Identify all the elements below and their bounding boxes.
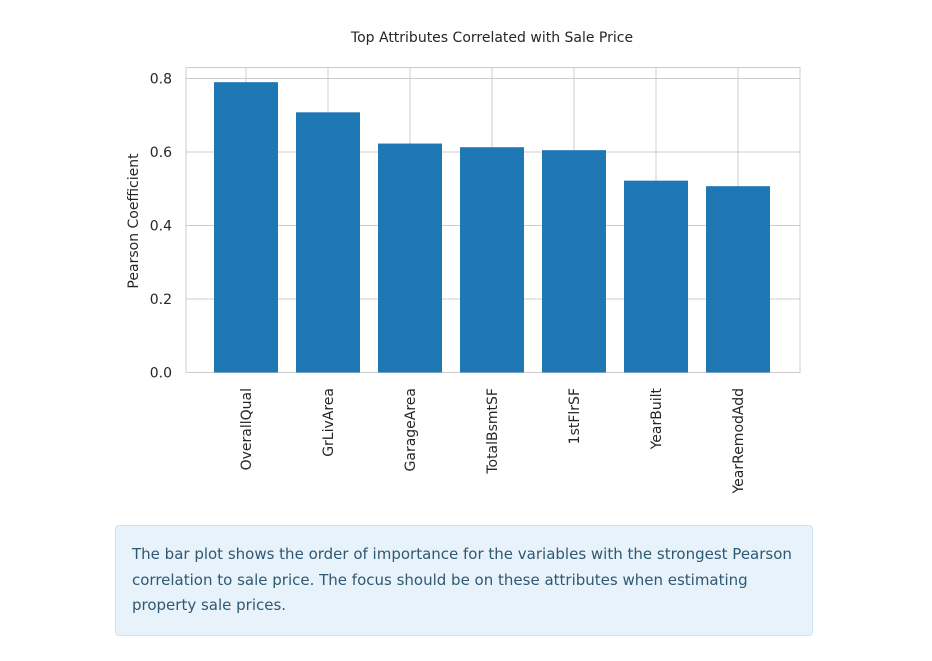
chart-title: Top Attributes Correlated with Sale Pric… [350,30,633,46]
y-tick-label: 0.0 [150,366,172,382]
y-axis-label: Pearson Coefficient [126,153,142,289]
y-tick-label: 0.8 [150,72,172,88]
chart-canvas: Top Attributes Correlated with Sale Pric… [126,30,801,495]
bar-grlivarea [296,112,360,373]
info-text: The bar plot shows the order of importan… [132,545,792,614]
bar-totalbsmtsf [460,147,524,373]
x-tick-label: GarageArea [403,388,419,471]
bar-yearremodadd [706,186,770,373]
bar-1stflrsf [542,150,606,373]
x-tick-label: YearRemodAdd [731,388,747,495]
bar-yearbuilt [624,180,688,373]
y-tick-label: 0.2 [150,292,172,308]
bar-chart: Top Attributes Correlated with Sale Pric… [126,30,801,495]
bar-garagearea [378,143,442,373]
x-tick-label: 1stFlrSF [567,388,583,444]
x-tick-label: OverallQual [239,388,255,470]
bars [214,82,770,373]
x-tick-label: TotalBsmtSF [485,388,501,475]
x-tick-label: GrLivArea [321,388,337,457]
x-axis-ticks: OverallQual GrLivArea GarageArea TotalBsmtS… [239,387,747,494]
info-callout: The bar plot shows the order of importan… [115,525,813,636]
x-tick-label: YearBuilt [649,387,665,450]
bar-overallqual [214,82,278,373]
y-tick-label: 0.6 [150,145,172,161]
y-tick-label: 0.4 [150,219,172,235]
y-axis-ticks: 0.0 0.2 0.4 0.6 0.8 [150,72,172,382]
